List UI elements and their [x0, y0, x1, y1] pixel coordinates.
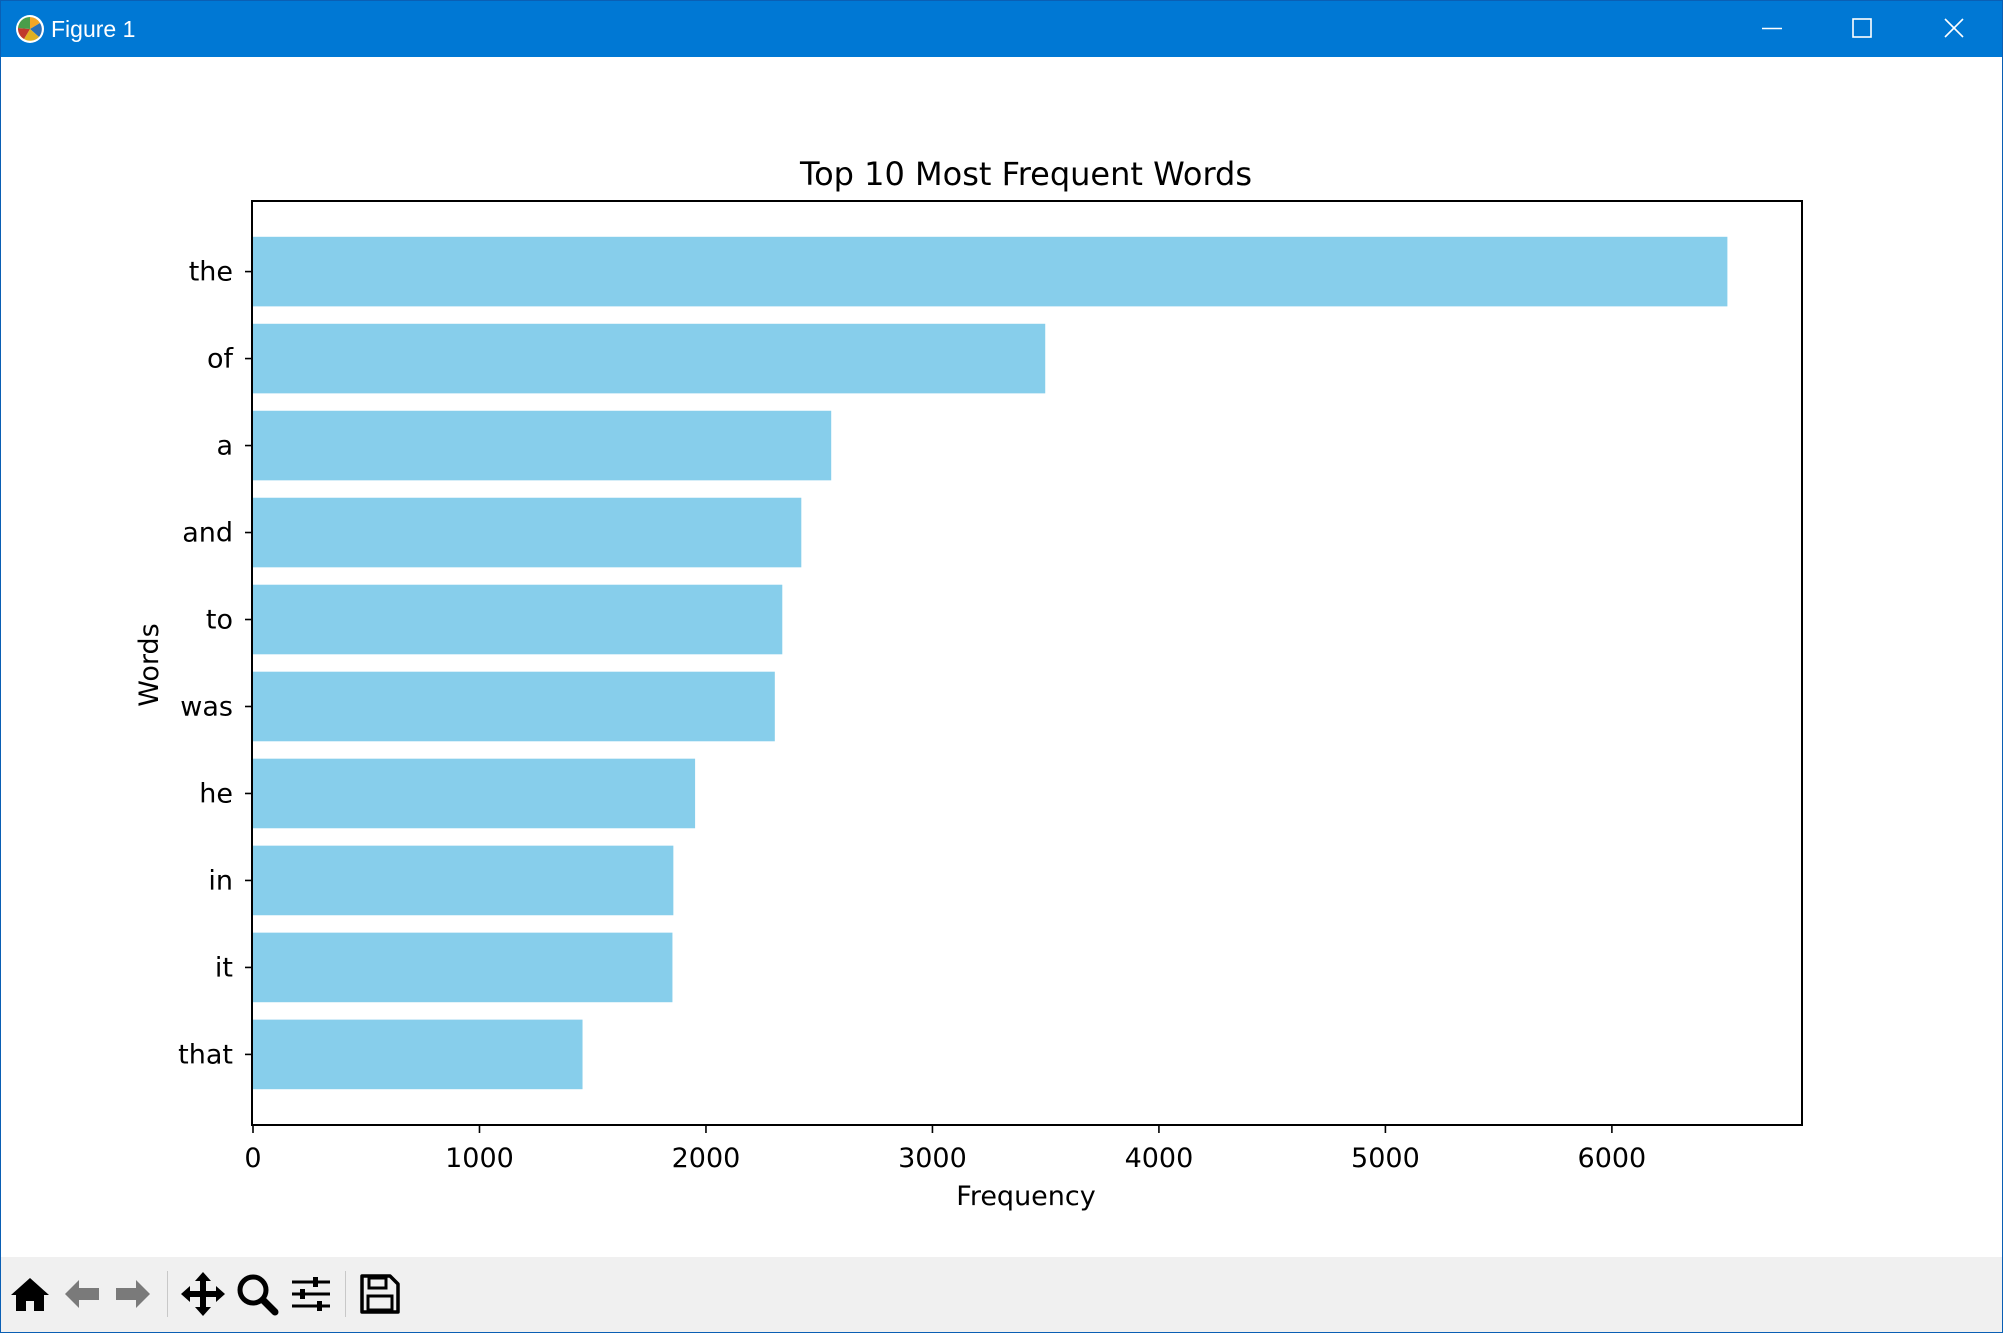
- navigation-toolbar: [1, 1257, 2002, 1332]
- bar-to: [253, 584, 783, 655]
- zoom-icon: [237, 1274, 279, 1316]
- bar-was: [253, 671, 775, 742]
- minimize-icon: [1762, 27, 1782, 30]
- close-icon: [1944, 18, 1964, 38]
- x-tick-label: 6000: [1578, 1143, 1647, 1174]
- y-tick-label: it: [215, 952, 233, 983]
- y-tick-label: and: [182, 518, 233, 549]
- bar-he: [253, 758, 696, 829]
- maximize-button[interactable]: [1816, 1, 1908, 57]
- y-tick-label: the: [189, 257, 233, 288]
- plot-area-frame: [251, 200, 1803, 1126]
- zoom-button[interactable]: [232, 1269, 282, 1319]
- minimize-button[interactable]: [1726, 1, 1818, 57]
- x-tick-label: 3000: [898, 1143, 967, 1174]
- toolbar-separator: [345, 1271, 346, 1317]
- figure-canvas[interactable]: Top 10 Most Frequent Words Frequency Wor…: [1, 57, 2002, 1257]
- x-ticks-group: 0 1000 2000 3000 4000 5000 6000: [244, 1124, 1646, 1174]
- x-axis-label: Frequency: [956, 1181, 1096, 1212]
- y-tick-label: to: [206, 605, 233, 636]
- y-ticks-group: the of a and to was he in it that: [178, 257, 253, 1070]
- y-tick-label: in: [208, 865, 233, 896]
- configure-subplots-button[interactable]: [286, 1269, 336, 1319]
- x-tick-label: 2000: [672, 1143, 741, 1174]
- x-tick-label: 1000: [445, 1143, 514, 1174]
- bars-group: [253, 236, 1728, 1090]
- y-axis-label: Words: [134, 623, 165, 706]
- toolbar-separator: [167, 1271, 168, 1317]
- x-tick-label: 4000: [1125, 1143, 1194, 1174]
- bar-a: [253, 410, 832, 481]
- y-tick-label: he: [199, 778, 233, 809]
- bar-chart: Top 10 Most Frequent Words Frequency Wor…: [134, 155, 1803, 1212]
- back-arrow-icon: [65, 1280, 99, 1308]
- y-tick-label: a: [216, 431, 233, 462]
- pan-button[interactable]: [178, 1269, 228, 1319]
- maximize-icon: [1852, 18, 1872, 38]
- forward-button[interactable]: [108, 1269, 158, 1319]
- y-tick-label: that: [178, 1039, 233, 1070]
- x-tick-label: 5000: [1351, 1143, 1420, 1174]
- chart-title: Top 10 Most Frequent Words: [799, 155, 1252, 193]
- home-button[interactable]: [5, 1269, 55, 1319]
- bar-and: [253, 497, 802, 568]
- window-title: Figure 1: [51, 16, 136, 42]
- bar-it: [253, 932, 673, 1003]
- y-tick-label: was: [180, 691, 233, 722]
- save-icon: [360, 1274, 400, 1314]
- pan-icon: [181, 1272, 225, 1316]
- save-button[interactable]: [354, 1269, 404, 1319]
- configure-subplots-icon: [292, 1277, 330, 1311]
- y-tick-label: of: [207, 344, 235, 375]
- bar-in: [253, 845, 674, 916]
- bar-that: [253, 1019, 583, 1090]
- home-icon: [11, 1278, 49, 1311]
- x-tick-label: 0: [244, 1143, 261, 1174]
- forward-arrow-icon: [116, 1280, 150, 1308]
- bar-the: [253, 236, 1728, 307]
- close-button[interactable]: [1908, 1, 2000, 57]
- matplotlib-logo-icon: [16, 15, 44, 43]
- title-bar: Figure 1: [1, 1, 2002, 57]
- bar-of: [253, 323, 1046, 394]
- back-button[interactable]: [57, 1269, 107, 1319]
